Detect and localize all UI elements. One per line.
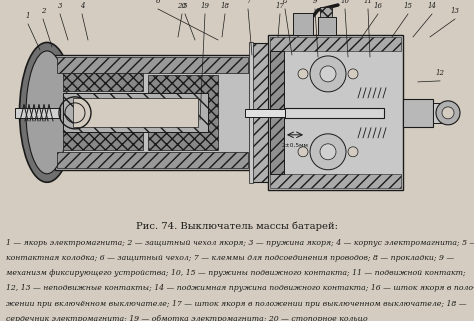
Bar — [320, 7, 332, 17]
Text: 19: 19 — [201, 2, 210, 10]
Ellipse shape — [19, 42, 74, 182]
Text: контактная колодка; 6 — защитный чехол; 7 — клеммы для подсоединения проводов; 8: контактная колодка; 6 — защитный чехол; … — [6, 254, 454, 262]
Bar — [57, 57, 248, 73]
Text: сердечник электромагнита; 19 — обмотка электромагнита; 20 — стопорное кольцо: сердечник электромагнита; 19 — обмотка э… — [6, 315, 367, 321]
Bar — [250, 43, 268, 182]
Bar — [63, 132, 143, 150]
Text: 18: 18 — [220, 2, 229, 10]
Bar — [63, 73, 143, 91]
Text: 1: 1 — [26, 12, 30, 20]
Bar — [270, 174, 401, 188]
Text: 7: 7 — [246, 0, 250, 5]
Bar — [249, 42, 253, 183]
Bar — [57, 152, 248, 168]
Bar — [284, 108, 384, 118]
Bar — [318, 17, 336, 35]
Text: 6: 6 — [156, 0, 160, 5]
Text: 9: 9 — [313, 0, 317, 5]
Bar — [403, 99, 433, 127]
Bar — [245, 109, 285, 117]
Text: 15: 15 — [403, 2, 412, 10]
Circle shape — [310, 56, 346, 92]
Circle shape — [348, 69, 358, 79]
Bar — [148, 75, 218, 150]
Circle shape — [298, 69, 308, 79]
Text: 12, 13 — неподвижные контакты; 14 — поджимная пружина подвижного контакта; 16 — : 12, 13 — неподвижные контакты; 14 — подж… — [6, 284, 474, 292]
Text: 1 — якорь электромагнита; 2 — защитный чехол якоря; 3 — пружина якоря; 4 — корпу: 1 — якорь электромагнита; 2 — защитный ч… — [6, 239, 474, 247]
Bar — [15, 108, 60, 118]
Text: жении при включённом выключателе; 17 — шток якоря в положении при выключенном вы: жении при включённом выключателе; 17 — ш… — [6, 299, 466, 308]
Circle shape — [320, 144, 336, 160]
Text: 4: 4 — [80, 2, 84, 10]
Text: Рис. 74. Выключатель массы батарей:: Рис. 74. Выключатель массы батарей: — [136, 221, 338, 231]
Circle shape — [348, 147, 358, 157]
Text: 3: 3 — [58, 2, 62, 10]
Text: 11: 11 — [364, 0, 373, 5]
Text: механизм фиксирующего устройства; 10, 15 — пружины подвижного контакта; 11 — под: механизм фиксирующего устройства; 10, 15… — [6, 269, 465, 277]
Text: 13: 13 — [450, 7, 459, 15]
Bar — [268, 35, 403, 190]
Text: 5: 5 — [183, 2, 187, 10]
Bar — [270, 37, 401, 51]
Circle shape — [320, 66, 336, 82]
Text: 12: 12 — [436, 69, 445, 77]
Text: 2±0,5мм: 2±0,5мм — [282, 143, 309, 148]
Text: 2: 2 — [41, 7, 45, 15]
Text: 17: 17 — [275, 2, 284, 10]
Circle shape — [442, 107, 454, 119]
Circle shape — [298, 147, 308, 157]
Text: 20: 20 — [177, 2, 186, 10]
Bar — [293, 13, 313, 35]
Circle shape — [310, 134, 346, 170]
Bar — [63, 93, 208, 132]
Text: 16: 16 — [374, 2, 383, 10]
Bar — [73, 98, 198, 127]
Text: 10: 10 — [340, 0, 349, 5]
Circle shape — [436, 101, 460, 125]
Bar — [55, 55, 250, 170]
Ellipse shape — [26, 51, 68, 174]
Bar — [270, 51, 284, 174]
Bar — [433, 103, 453, 123]
Text: 8: 8 — [283, 0, 287, 5]
Text: 14: 14 — [428, 2, 437, 10]
